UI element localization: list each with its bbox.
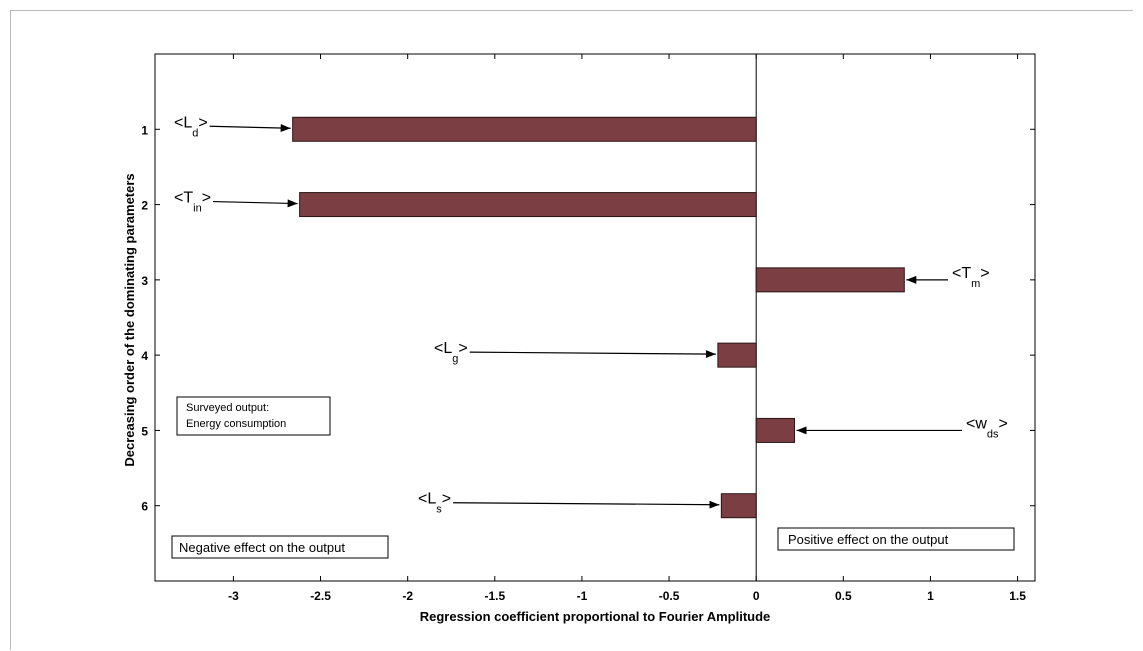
- surveyed-output-line2: Energy consumption: [186, 418, 286, 430]
- bar-4: [717, 342, 757, 368]
- negative-effect-label: Negative effect on the output: [179, 540, 345, 555]
- x-tick-label: 0.5: [835, 589, 852, 603]
- y-tick-label: 3: [141, 274, 148, 288]
- bar-5: [755, 417, 796, 443]
- bar-3: [755, 267, 905, 293]
- positive-effect-box: [777, 527, 1015, 551]
- y-tick-label: 1: [141, 123, 148, 137]
- x-tick-label: -3: [228, 589, 239, 603]
- param-label-3: <Tm>: [952, 265, 990, 290]
- arrow-1: [209, 124, 291, 133]
- x-axis-title: Regression coefficient proportional to F…: [420, 609, 771, 624]
- param-label-5: <wds>: [966, 415, 1008, 440]
- param-label-4: <Lg>: [434, 340, 468, 365]
- x-tick-label: -1: [577, 589, 588, 603]
- bar-6: [720, 493, 757, 519]
- x-tick-label: 1.5: [1009, 589, 1026, 603]
- positive-effect-label: Positive effect on the output: [788, 532, 949, 547]
- figure-frame: [10, 10, 1133, 650]
- x-tick-label: 1: [927, 589, 934, 603]
- x-tick-label: -0.5: [659, 589, 680, 603]
- x-tick-label: -2.5: [310, 589, 331, 603]
- y-axis-title: Decreasing order of the dominating param…: [122, 173, 137, 466]
- surveyed-output-line1: Surveyed output:: [186, 402, 269, 414]
- y-tick-label: 6: [141, 500, 148, 514]
- param-label-6: <Ls>: [418, 491, 451, 516]
- plot-frame: [154, 53, 1036, 582]
- x-tick-label: -2: [402, 589, 413, 603]
- arrow-2: [213, 199, 298, 208]
- bar-1: [292, 116, 757, 142]
- param-label-1: <Ld>: [174, 114, 208, 139]
- surveyed-output-box: [176, 396, 331, 436]
- y-tick-label: 4: [141, 349, 148, 363]
- y-tick-label: 2: [141, 199, 148, 213]
- param-label-2: <Tin>: [174, 190, 211, 215]
- bar-2: [299, 192, 757, 218]
- x-tick-label: -1.5: [484, 589, 505, 603]
- x-tick-label: 0: [753, 589, 760, 603]
- y-tick-label: 5: [141, 424, 148, 438]
- arrow-6: [453, 500, 720, 509]
- arrow-4: [469, 350, 716, 359]
- negative-effect-box: [171, 535, 389, 559]
